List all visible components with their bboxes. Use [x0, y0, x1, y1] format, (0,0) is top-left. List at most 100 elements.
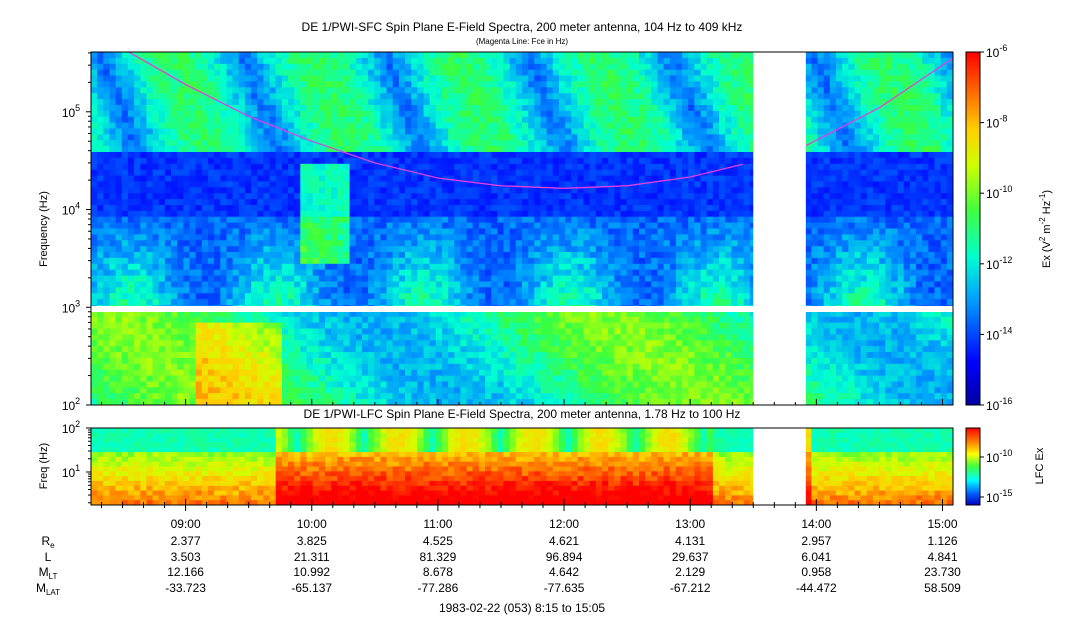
sfc-cell [361, 175, 369, 183]
sfc-cell [503, 387, 511, 394]
sfc-cell [577, 328, 585, 335]
sfc-cell [251, 240, 258, 247]
sfc-cell [423, 75, 431, 82]
sfc-cell [392, 157, 400, 165]
sfc-cell [269, 69, 277, 77]
sfc-cell [127, 175, 135, 183]
sfc-cell [577, 387, 585, 394]
sfc-cell [294, 363, 301, 371]
sfc-cell [522, 152, 529, 159]
sfc-cell [398, 187, 406, 194]
sfc-cell [294, 122, 301, 130]
sfc-cell [595, 146, 603, 153]
sfc-cell [288, 93, 295, 100]
sfc-cell [411, 246, 418, 253]
sfc-cell [103, 105, 111, 112]
sfc-cell [331, 357, 338, 365]
sfc-cell [281, 234, 289, 241]
sfc-cell [288, 69, 295, 77]
sfc-cell [595, 152, 603, 159]
sfc-cell [472, 122, 480, 130]
sfc-cell [281, 63, 289, 71]
sfc-cell [232, 110, 240, 118]
sfc-cell [195, 122, 203, 130]
sfc-cell [411, 57, 418, 65]
sfc-cell [423, 134, 431, 141]
sfc-cell [368, 252, 375, 259]
sfc-cell [478, 205, 486, 212]
sfc-cell [546, 222, 554, 230]
sfc-cell [515, 393, 523, 400]
sfc-cell [515, 287, 523, 294]
sfc-cell [201, 363, 209, 371]
sfc-cell [121, 287, 129, 294]
sfc-cell [602, 57, 609, 65]
sfc-cell [214, 334, 221, 341]
sfc-cell [281, 328, 289, 335]
sfc-cell [244, 134, 252, 141]
sfc-cell [411, 281, 418, 288]
sfc-cell [171, 257, 178, 265]
sfc-cell [140, 293, 148, 300]
sfc-cell [374, 122, 381, 130]
sfc-cell [312, 316, 320, 324]
sfc-cell [515, 52, 523, 59]
sfc-cell [164, 93, 172, 100]
sfc-cell [442, 157, 449, 165]
sfc-cell [491, 152, 498, 159]
sfc-cell [485, 363, 492, 371]
sfc-cell [515, 181, 523, 188]
sfc-cell [460, 169, 468, 177]
sfc-cell [288, 122, 295, 130]
sfc-cell [97, 122, 104, 130]
sfc-cell [442, 352, 449, 359]
sfc-cell [503, 340, 511, 347]
sfc-cell [134, 116, 141, 124]
sfc-cell [411, 252, 418, 259]
sfc-cell [183, 269, 191, 277]
sfc-cell [386, 334, 394, 341]
sfc-cell [201, 152, 209, 159]
sfc-cell [146, 57, 154, 65]
sfc-cell [331, 134, 338, 141]
sfc-cell [134, 75, 141, 82]
sfc-cell [238, 240, 246, 247]
sfc-cell [238, 328, 246, 335]
sfc-cell [244, 363, 252, 371]
sfc-cell [201, 163, 209, 171]
sfc-cell [208, 381, 215, 388]
sfc-cell [522, 263, 529, 271]
sfc-cell [300, 281, 308, 288]
sfc-cell [257, 234, 264, 241]
sfc-cell [528, 116, 535, 124]
sfc-cell [195, 146, 203, 153]
sfc-cell [195, 69, 203, 77]
sfc-cell [540, 363, 548, 371]
sfc-cell [214, 357, 221, 365]
sfc-cell [244, 322, 252, 330]
sfc-cell [534, 381, 542, 388]
sfc-cell [91, 316, 98, 324]
sfc-cell [589, 375, 597, 383]
sfc-cell [503, 234, 511, 241]
sfc-cell [331, 234, 338, 241]
sfc-cell [448, 257, 455, 265]
sfc-cell [442, 310, 449, 318]
sfc-cell [103, 275, 111, 283]
sfc-cell [534, 363, 542, 371]
sfc-cell [103, 69, 111, 77]
sfc-cell [515, 399, 523, 405]
sfc-cell [97, 240, 104, 247]
sfc-cell [189, 269, 197, 277]
sfc-cell [478, 399, 486, 405]
sfc-cell [208, 193, 215, 200]
sfc-cell [368, 328, 375, 335]
sfc-cell [374, 299, 381, 306]
sfc-cell [97, 146, 104, 153]
sfc-cell [509, 340, 517, 347]
sfc-cell [152, 116, 160, 124]
sfc-cell [423, 63, 431, 71]
sfc-cell [331, 169, 338, 177]
sfc-cell [589, 128, 597, 135]
sfc-cell [134, 399, 141, 405]
